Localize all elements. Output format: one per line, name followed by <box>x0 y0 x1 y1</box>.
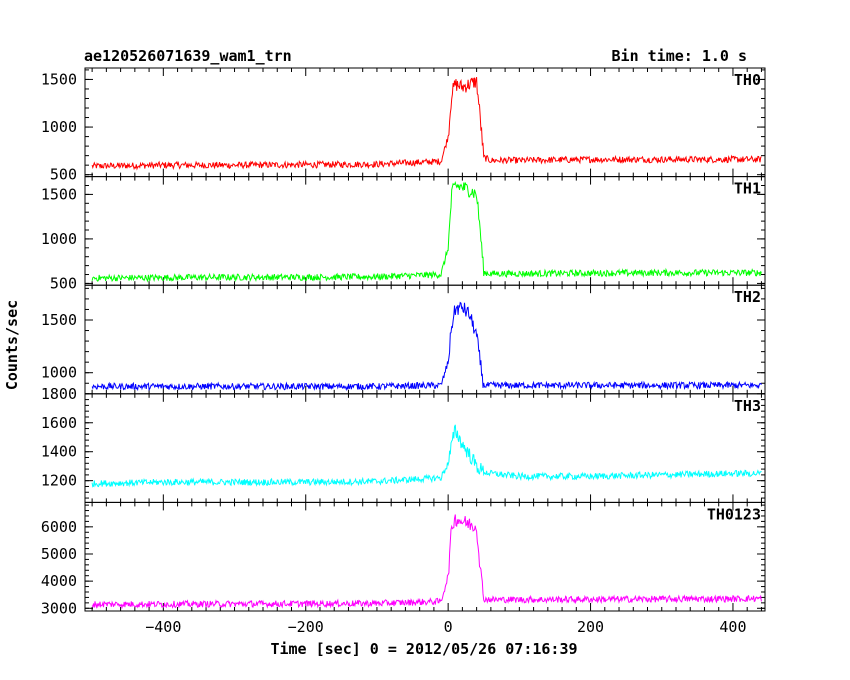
panel-frame <box>84 176 766 286</box>
panel-name-label: TH0123 <box>707 505 761 523</box>
panel-th2: 1000 1500 TH2 <box>41 284 766 395</box>
x-axis-label: Time [sec] 0 = 2012/05/26 07:16:39 <box>270 640 577 658</box>
panel-name-label: TH0 <box>734 71 761 89</box>
y-tick-label: 500 <box>50 166 77 184</box>
series-th3 <box>91 424 762 488</box>
x-tick-label: 200 <box>577 618 604 636</box>
y-tick-label: 3000 <box>41 599 77 617</box>
panel-frame <box>84 393 766 503</box>
panel-frame <box>84 284 766 395</box>
y-tick-label: 1500 <box>41 185 77 203</box>
y-tick-label: 500 <box>50 274 77 292</box>
x-axis: −400 −200 0 200 400 <box>145 618 746 636</box>
panel-frame <box>84 67 766 178</box>
panel-th3: 1200 1400 1600 1800 TH3 <box>41 385 766 503</box>
y-axis-label: Counts/sec <box>3 300 21 390</box>
y-tick-label: 1400 <box>41 443 77 461</box>
y-tick-label: 1500 <box>41 311 77 329</box>
y-tick-label: 4000 <box>41 572 77 590</box>
series-th2 <box>91 301 762 392</box>
y-tick-label: 1000 <box>41 118 77 136</box>
chart-title: ae120526071639_wam1_trn <box>84 47 292 65</box>
series-th0123 <box>91 514 762 610</box>
panel-name-label: TH2 <box>734 288 761 306</box>
x-tick-label: −200 <box>288 618 324 636</box>
y-tick-label: 6000 <box>41 518 77 536</box>
panel-name-label: TH1 <box>734 180 761 198</box>
bin-time-label: Bin time: 1.0 s <box>612 47 747 65</box>
panel-th0123: 3000 4000 5000 6000 TH0123 <box>41 501 766 617</box>
x-tick-label: 0 <box>444 618 453 636</box>
panel-th0: 500 1000 1500 TH0 <box>41 67 766 184</box>
y-tick-label: 1800 <box>41 385 77 403</box>
panel-th1: 500 1000 1500 TH1 <box>41 176 766 292</box>
y-tick-label: 1000 <box>41 364 77 382</box>
series-th0 <box>91 77 762 171</box>
y-tick-label: 1600 <box>41 414 77 432</box>
x-tick-label: −400 <box>145 618 181 636</box>
x-tick-label: 400 <box>719 618 746 636</box>
y-tick-label: 5000 <box>41 545 77 563</box>
series-th1 <box>91 180 762 283</box>
panel-name-label: TH3 <box>734 397 761 415</box>
y-tick-label: 1200 <box>41 472 77 490</box>
y-tick-label: 1500 <box>41 70 77 88</box>
panel-frame <box>84 501 766 612</box>
y-tick-label: 1000 <box>41 230 77 248</box>
